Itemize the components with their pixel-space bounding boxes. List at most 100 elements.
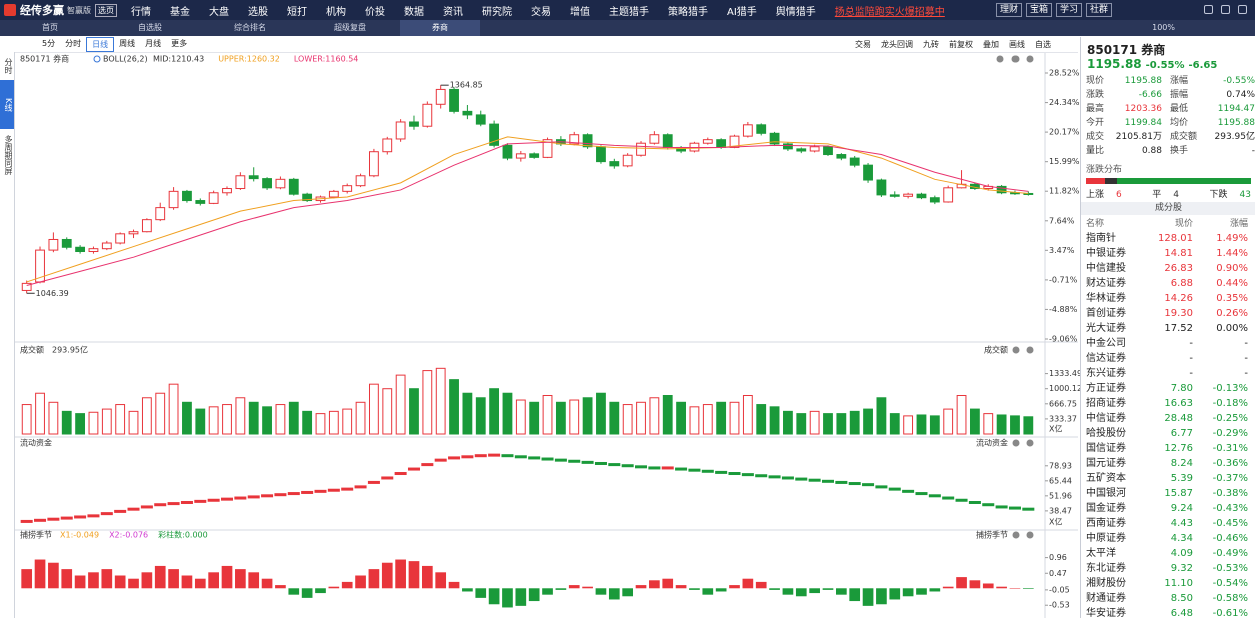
- constituent-row[interactable]: 中信证券 28.48 -0.25%: [1081, 411, 1255, 426]
- side-tab[interactable]: 分时: [4, 58, 13, 74]
- period-button[interactable]: 月线: [145, 39, 162, 48]
- constituent-row[interactable]: 中信建投 26.83 0.90%: [1081, 261, 1255, 276]
- constituent-row[interactable]: 国元证券 8.24 -0.36%: [1081, 456, 1255, 471]
- tab[interactable]: 自选股: [138, 23, 162, 32]
- top-button[interactable]: 宝箱: [1025, 3, 1052, 17]
- constituent-row[interactable]: 中金公司 - -: [1081, 336, 1255, 351]
- constituent-row[interactable]: 国信证券 12.76 -0.31%: [1081, 441, 1255, 456]
- constituent-row[interactable]: 东兴证券 - -: [1081, 366, 1255, 381]
- constituent-cell: -: [1244, 353, 1248, 364]
- side-tab[interactable]: K线: [0, 80, 14, 130]
- flow-step: [1022, 507, 1035, 511]
- menu-item[interactable]: 选股: [248, 6, 268, 18]
- y-tick-label: 15.99%: [1049, 157, 1080, 166]
- panel-icon[interactable]: [1026, 55, 1034, 63]
- constituent-row[interactable]: 西南证券 4.43 -0.45%: [1081, 516, 1255, 531]
- constituent-row[interactable]: 哈投股份 6.77 -0.29%: [1081, 426, 1255, 441]
- menu-item[interactable]: 舆情猎手: [775, 6, 816, 18]
- tool-button[interactable]: 画线: [1009, 40, 1025, 49]
- constituent-row[interactable]: 中国银河 15.87 -0.38%: [1081, 486, 1255, 501]
- constituent-row[interactable]: 指南针 128.01 1.49%: [1081, 231, 1255, 246]
- volume-bar: [582, 397, 593, 435]
- tool-button[interactable]: 龙头回调: [881, 40, 913, 49]
- menu-item[interactable]: 价投: [365, 6, 385, 18]
- panel-icon[interactable]: [1012, 55, 1020, 63]
- menu-item[interactable]: 机构: [326, 6, 346, 18]
- constituent-row[interactable]: 信达证券 - -: [1081, 351, 1255, 366]
- menu-item[interactable]: 研究院: [482, 6, 512, 18]
- constituent-row[interactable]: 湘财股份 11.10 -0.54%: [1081, 576, 1255, 591]
- constituent-row[interactable]: 首创证券 19.30 0.26%: [1081, 306, 1255, 321]
- volume-bar: [769, 406, 780, 435]
- tab[interactable]: 超级复盘: [334, 23, 366, 32]
- osc-bar: [956, 577, 967, 589]
- constituent-row[interactable]: 华安证券 6.48 -0.61%: [1081, 606, 1255, 618]
- constituent-row[interactable]: 招商证券 16.63 -0.18%: [1081, 396, 1255, 411]
- close[interactable]: [1238, 5, 1247, 14]
- menu-item[interactable]: 资讯: [443, 6, 463, 18]
- menu-item[interactable]: 交易: [531, 6, 551, 18]
- constituent-row[interactable]: 财通证券 8.50 -0.58%: [1081, 591, 1255, 606]
- panel-title-right: 流动资金: [976, 438, 1008, 448]
- tool-button[interactable]: 自选: [1035, 40, 1051, 49]
- constituent-row[interactable]: 中银证券 14.81 1.44%: [1081, 246, 1255, 261]
- tab[interactable]: 券商: [400, 20, 480, 36]
- constituent-row[interactable]: 华林证券 14.26 0.35%: [1081, 291, 1255, 306]
- panel-icon[interactable]: [996, 55, 1004, 63]
- candle-body: [889, 194, 900, 197]
- period-button[interactable]: 分时: [65, 39, 82, 48]
- promo-link[interactable]: 扬总监陪跑实火爆招募中: [834, 6, 945, 18]
- tool-button[interactable]: 交易: [855, 40, 871, 49]
- panel-icon[interactable]: [1012, 346, 1020, 354]
- candle-body: [128, 231, 139, 235]
- constituent-cell: 方正证券: [1086, 383, 1126, 394]
- y-tick-label: 666.75: [1049, 399, 1077, 408]
- tool-button[interactable]: 前复权: [949, 40, 973, 49]
- menu-item[interactable]: 短打: [287, 6, 307, 18]
- menu-item[interactable]: 行情: [131, 6, 151, 18]
- quote-cell: -0.55%: [1223, 76, 1255, 86]
- panel-icon[interactable]: [1026, 346, 1034, 354]
- side-tab[interactable]: 多周期同屏: [4, 135, 13, 176]
- panel-title-right: 捕捞季节: [976, 530, 1008, 540]
- panel-icon[interactable]: [1026, 439, 1034, 447]
- candle-body: [61, 238, 72, 248]
- menu-item[interactable]: 策略猎手: [668, 6, 708, 18]
- tool-button[interactable]: 九砖: [923, 40, 939, 49]
- menu-item[interactable]: 数据: [404, 6, 424, 18]
- volume-bar: [756, 404, 767, 435]
- constituent-row[interactable]: 国金证券 9.24 -0.43%: [1081, 501, 1255, 516]
- menu-item[interactable]: 大盘: [209, 6, 229, 18]
- panel-icon[interactable]: [1012, 531, 1020, 539]
- menu-item[interactable]: 主题猎手: [609, 6, 649, 18]
- constituent-cell: 6.88: [1170, 278, 1193, 289]
- menu-item[interactable]: 基金: [170, 6, 190, 18]
- top-button[interactable]: 社群: [1085, 3, 1112, 17]
- constituent-row[interactable]: 太平洋 4.09 -0.49%: [1081, 546, 1255, 561]
- quote-cell: 成交额: [1170, 132, 1198, 142]
- period-button[interactable]: 更多: [171, 39, 188, 48]
- constituent-row[interactable]: 财达证券 6.88 0.44%: [1081, 276, 1255, 291]
- constituent-row[interactable]: 方正证券 7.80 -0.13%: [1081, 381, 1255, 396]
- menu-item[interactable]: 增值: [570, 6, 590, 18]
- candle-body: [475, 114, 486, 125]
- top-button[interactable]: 理财: [995, 3, 1022, 17]
- constituent-row[interactable]: 五矿资本 5.39 -0.37%: [1081, 471, 1255, 486]
- constituent-cell: 6.77: [1170, 428, 1193, 439]
- menu-item[interactable]: AI猎手: [727, 6, 757, 18]
- tool-button[interactable]: 叠加: [983, 40, 999, 49]
- period-button[interactable]: 周线: [119, 39, 136, 48]
- constituent-row[interactable]: 东北证券 9.32 -0.53%: [1081, 561, 1255, 576]
- maximize[interactable]: [1221, 5, 1230, 14]
- tab[interactable]: 综合排名: [234, 23, 266, 32]
- tab[interactable]: 首页: [42, 23, 58, 32]
- constituent-row[interactable]: 中原证券 4.34 -0.46%: [1081, 531, 1255, 546]
- period-button[interactable]: 日线: [86, 37, 115, 52]
- panel-icon[interactable]: [1026, 531, 1034, 539]
- period-button[interactable]: 5分: [42, 39, 56, 48]
- constituent-row[interactable]: 光大证券 17.52 0.00%: [1081, 321, 1255, 336]
- panel-icon[interactable]: [1012, 439, 1020, 447]
- top-button[interactable]: 学习: [1055, 3, 1082, 17]
- minimize[interactable]: [1204, 5, 1213, 14]
- badge[interactable]: 选页: [95, 3, 117, 17]
